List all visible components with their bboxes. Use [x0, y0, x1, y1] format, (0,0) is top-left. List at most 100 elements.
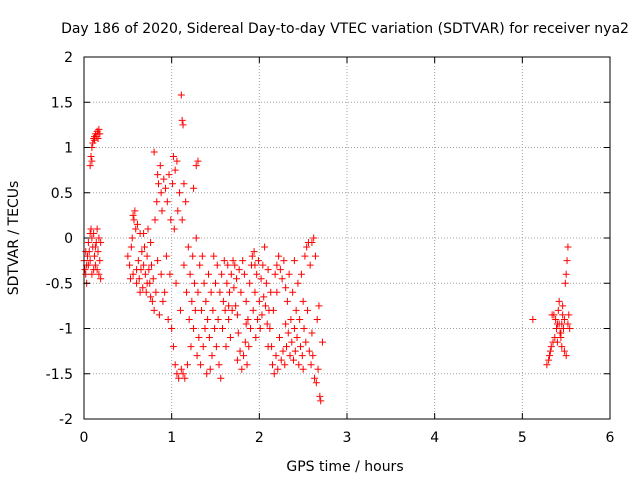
data-point — [223, 279, 231, 287]
data-point — [159, 297, 167, 305]
data-point — [277, 356, 285, 364]
data-point — [91, 243, 99, 251]
data-point — [201, 325, 209, 332]
data-point — [140, 229, 148, 237]
x-tick-label: 6 — [606, 430, 615, 446]
data-point — [84, 261, 92, 269]
data-point — [289, 288, 297, 296]
data-point — [177, 365, 185, 373]
y-tick-label: 0.5 — [51, 186, 73, 202]
data-point — [87, 225, 95, 233]
data-point — [210, 252, 218, 260]
data-point — [307, 361, 315, 369]
data-point — [242, 320, 250, 328]
data-point — [298, 352, 306, 360]
data-point — [282, 284, 290, 292]
data-point — [155, 180, 163, 188]
data-point — [153, 198, 161, 206]
y-tick-label: -1.5 — [46, 367, 73, 383]
data-point — [196, 261, 204, 269]
data-point — [173, 370, 181, 378]
data-point — [269, 306, 277, 314]
data-point — [94, 134, 102, 142]
data-point — [275, 334, 283, 342]
data-point — [318, 338, 326, 346]
data-point — [252, 334, 260, 342]
data-point — [82, 248, 90, 256]
data-point — [86, 257, 94, 265]
data-point — [97, 239, 105, 247]
data-point — [193, 352, 201, 360]
data-point — [147, 293, 155, 301]
data-point — [200, 279, 208, 287]
data-point — [268, 361, 276, 369]
data-point — [225, 315, 233, 323]
data-point — [313, 315, 321, 323]
data-point — [274, 365, 282, 373]
data-point — [287, 315, 295, 323]
data-point — [255, 297, 263, 305]
data-point — [219, 325, 227, 332]
data-point — [238, 365, 246, 373]
grid-lines — [84, 57, 610, 419]
data-point — [157, 189, 165, 197]
data-point — [316, 392, 324, 400]
data-point — [291, 347, 299, 355]
data-point — [240, 270, 248, 278]
data-point — [230, 284, 238, 292]
data-point — [565, 311, 573, 319]
data-point — [157, 270, 165, 278]
data-point — [261, 302, 269, 310]
x-tick-label: 5 — [518, 430, 527, 446]
data-point — [171, 361, 179, 369]
data-point — [133, 279, 141, 287]
data-point — [158, 207, 166, 215]
data-point — [152, 288, 160, 296]
data-point — [148, 297, 156, 305]
data-point — [286, 352, 294, 360]
data-point — [143, 279, 151, 287]
data-point — [250, 248, 258, 256]
data-point — [167, 216, 175, 224]
data-point — [176, 189, 184, 197]
y-axis-label: SDTVAR / TECUs — [6, 181, 22, 296]
data-point — [247, 325, 255, 332]
data-point — [140, 243, 148, 251]
data-point — [217, 374, 225, 382]
data-point — [555, 297, 563, 305]
data-point — [211, 325, 219, 332]
data-point — [249, 306, 257, 314]
data-point — [224, 261, 232, 269]
data-point — [304, 306, 312, 314]
data-point — [141, 270, 149, 278]
data-point — [164, 315, 172, 323]
data-point — [150, 306, 158, 314]
data-point — [192, 234, 200, 242]
data-point — [138, 248, 146, 256]
data-point — [244, 315, 252, 323]
data-point — [84, 239, 92, 247]
data-point — [231, 261, 239, 269]
data-point — [226, 288, 234, 296]
data-point — [190, 279, 198, 287]
data-point — [293, 334, 301, 342]
data-point — [296, 315, 304, 323]
data-point — [242, 297, 250, 305]
data-point — [566, 325, 574, 332]
data-point — [204, 315, 212, 323]
data-point — [260, 293, 268, 301]
data-point — [212, 279, 219, 287]
data-point — [84, 252, 92, 260]
data-point — [176, 306, 184, 314]
x-axis-label: GPS time / hours — [286, 459, 403, 475]
data-point — [218, 270, 226, 278]
data-point — [246, 279, 254, 287]
data-point — [297, 343, 305, 351]
data-point — [271, 270, 279, 278]
data-point — [259, 261, 267, 269]
y-tick-labels: -2 -1.5 -1 -0.5 0 0.5 1 1.5 2 — [46, 50, 73, 428]
data-point — [300, 325, 308, 332]
data-point — [169, 343, 177, 351]
data-point — [124, 252, 132, 260]
